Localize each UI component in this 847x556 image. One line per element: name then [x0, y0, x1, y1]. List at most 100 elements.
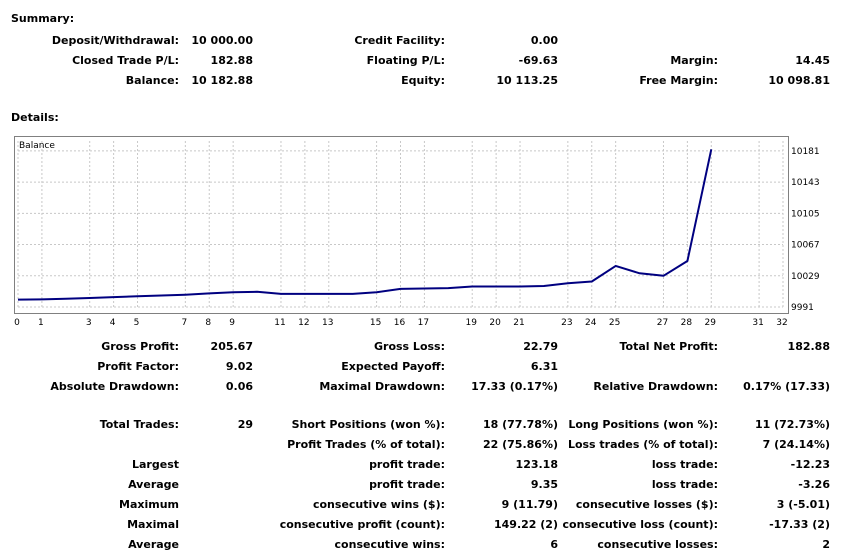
- x-tick-label: 21: [513, 318, 524, 328]
- avg-cons-losses-label: consecutive losses:: [597, 538, 718, 551]
- maximal-cons-profit-value: 149.22 (2): [494, 518, 558, 531]
- largest-profit-value: 123.18: [515, 458, 558, 471]
- x-tick-label: 0: [14, 318, 20, 328]
- balance-value: 10 182.88: [191, 74, 253, 87]
- margin-label: Margin:: [670, 54, 718, 67]
- x-tick-label: 19: [465, 318, 477, 328]
- maximal-drawdown-label: Maximal Drawdown:: [319, 380, 445, 393]
- x-tick-label: 8: [205, 318, 211, 328]
- maximal-cons-loss-label: consecutive loss (count):: [562, 518, 718, 531]
- gross-loss-label: Gross Loss:: [374, 340, 445, 353]
- average-profit-label: profit trade:: [369, 478, 445, 491]
- free-margin-label: Free Margin:: [639, 74, 718, 87]
- x-tick-label: 1: [38, 318, 44, 328]
- closed-pl-label: Closed Trade P/L:: [72, 54, 179, 67]
- x-axis-labels: 0 1 3 4 5 7 8 9 11 12 13 15 16 17 19 20 21 23 24 25 27 28 29 31…: [14, 318, 788, 328]
- balance-label: Balance:: [125, 74, 179, 87]
- x-tick-label: 17: [418, 318, 429, 328]
- y-tick-label: 10105: [791, 209, 820, 219]
- credit-value: 0.00: [530, 34, 558, 47]
- x-tick-label: 4: [110, 318, 116, 328]
- loss-trades-label: Loss trades (% of total):: [567, 438, 718, 451]
- y-tick-label: 10143: [791, 178, 820, 188]
- short-positions-label: Short Positions (won %):: [291, 418, 445, 431]
- details-title: Details:: [11, 111, 59, 124]
- average-loss-value: -3.26: [798, 478, 830, 491]
- maximum-label: Maximum: [119, 498, 179, 511]
- x-tick-label: 24: [585, 318, 597, 328]
- max-cons-wins-label: consecutive wins ($):: [312, 498, 445, 511]
- credit-label: Credit Facility:: [354, 34, 445, 47]
- relative-drawdown-value: 0.17% (17.33): [743, 380, 830, 393]
- balance-chart-svg: Balance: [17, 141, 784, 308]
- total-trades-label: Total Trades:: [99, 418, 179, 431]
- x-tick-label: 27: [657, 318, 668, 328]
- maximal-label: Maximal: [127, 518, 179, 531]
- margin-value: 14.45: [795, 54, 830, 67]
- total-net-profit-label: Total Net Profit:: [619, 340, 719, 353]
- x-tick-label: 15: [370, 318, 381, 328]
- average-loss-label: loss trade:: [651, 478, 718, 491]
- profit-factor-label: Profit Factor:: [97, 360, 179, 373]
- x-tick-label: 9: [229, 318, 235, 328]
- gross-profit-label: Gross Profit:: [101, 340, 179, 353]
- largest-loss-value: -12.23: [790, 458, 830, 471]
- x-tick-label: 13: [322, 318, 333, 328]
- closed-pl-value: 182.88: [210, 54, 253, 67]
- largest-label: Largest: [132, 458, 179, 471]
- y-tick-label: 9991: [791, 303, 814, 313]
- loss-trades-value: 7 (24.14%): [762, 438, 830, 451]
- profit-factor-value: 9.02: [225, 360, 253, 373]
- maximal-cons-loss-value: -17.33 (2): [769, 518, 830, 531]
- balance-line: [17, 149, 713, 301]
- absolute-drawdown-value: 0.06: [225, 380, 253, 393]
- deposit-label: Deposit/Withdrawal:: [51, 34, 179, 47]
- equity-label: Equity:: [401, 74, 445, 87]
- x-tick-label: 3: [86, 318, 92, 328]
- x-tick-label: 16: [394, 318, 406, 328]
- long-positions-value: 11 (72.73%): [754, 418, 830, 431]
- equity-value: 10 113.25: [496, 74, 558, 87]
- profit-trades-label: Profit Trades (% of total):: [287, 438, 445, 451]
- average-consecutive-label: Average: [128, 538, 179, 551]
- avg-cons-wins-label: consecutive wins:: [334, 538, 445, 551]
- avg-cons-wins-value: 6: [550, 538, 558, 551]
- avg-cons-losses-value: 2: [822, 538, 830, 551]
- max-cons-losses-label: consecutive losses ($):: [575, 498, 718, 511]
- x-tick-label: 12: [298, 318, 309, 328]
- x-tick-label: 11: [274, 318, 285, 328]
- gross-loss-value: 22.79: [523, 340, 558, 353]
- maximal-drawdown-value: 17.33 (0.17%): [471, 380, 558, 393]
- average-label: Average: [128, 478, 179, 491]
- largest-loss-label: loss trade:: [651, 458, 718, 471]
- x-tick-label: 32: [776, 318, 787, 328]
- maximal-cons-profit-label: consecutive profit (count):: [279, 518, 445, 531]
- average-profit-value: 9.35: [530, 478, 558, 491]
- y-tick-label: 10181: [791, 147, 820, 157]
- free-margin-value: 10 098.81: [768, 74, 830, 87]
- long-positions-label: Long Positions (won %):: [568, 418, 718, 431]
- summary-title: Summary:: [11, 12, 75, 25]
- max-cons-wins-value: 9 (11.79): [501, 498, 558, 511]
- total-trades-value: 29: [237, 418, 253, 431]
- max-cons-losses-value: 3 (-5.01): [776, 498, 830, 511]
- expected-payoff-label: Expected Payoff:: [341, 360, 445, 373]
- balance-chart: Balance: [14, 136, 789, 314]
- profit-trades-value: 22 (75.86%): [482, 438, 558, 451]
- x-tick-label: 23: [561, 318, 572, 328]
- floating-pl-value: -69.63: [518, 54, 558, 67]
- gross-profit-value: 205.67: [210, 340, 253, 353]
- expected-payoff-value: 6.31: [530, 360, 558, 373]
- short-positions-value: 18 (77.78%): [482, 418, 558, 431]
- x-tick-label: 20: [489, 318, 501, 328]
- x-tick-label: 29: [705, 318, 717, 328]
- chart-title: Balance: [19, 141, 55, 151]
- largest-profit-label: profit trade:: [369, 458, 445, 471]
- x-tick-label: 5: [134, 318, 140, 328]
- x-tick-label: 28: [681, 318, 693, 328]
- deposit-value: 10 000.00: [191, 34, 253, 47]
- y-tick-label: 10029: [791, 272, 820, 282]
- x-tick-label: 31: [752, 318, 763, 328]
- y-tick-label: 10067: [791, 241, 820, 251]
- floating-pl-label: Floating P/L:: [366, 54, 445, 67]
